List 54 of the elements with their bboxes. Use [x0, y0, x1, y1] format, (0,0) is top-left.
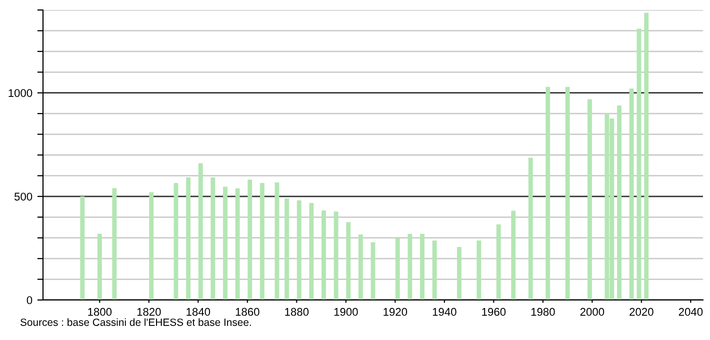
bar — [248, 180, 252, 300]
bar — [210, 177, 216, 300]
bar — [112, 188, 117, 300]
bar — [644, 12, 649, 300]
bar — [80, 196, 85, 300]
x-tick-label: 1800 — [88, 308, 112, 316]
bar — [186, 177, 191, 300]
x-tick-label: 2040 — [678, 308, 703, 316]
bar — [334, 212, 338, 300]
y-tick-label: 500 — [14, 192, 32, 201]
bar — [408, 234, 412, 300]
bar — [420, 234, 424, 300]
bar — [370, 242, 376, 300]
x-tick-label: 1900 — [334, 308, 358, 316]
bar — [565, 86, 570, 300]
bar — [588, 99, 592, 300]
bar — [511, 210, 516, 300]
x-tick-label: 2020 — [630, 308, 654, 316]
bar — [456, 246, 462, 300]
x-tick-label: 1940 — [432, 308, 456, 316]
bar — [358, 234, 363, 300]
x-tick-label: 1860 — [236, 308, 260, 316]
bar — [223, 186, 228, 300]
bar — [496, 224, 501, 300]
bar — [346, 222, 351, 300]
bar — [260, 182, 264, 300]
x-tick-label: 1920 — [384, 308, 408, 316]
y-tick-label: 1000 — [8, 89, 32, 97]
x-tick-label: 1980 — [531, 308, 555, 316]
bar — [274, 182, 280, 300]
bar — [149, 192, 154, 300]
bar — [395, 238, 400, 300]
bar — [296, 200, 302, 300]
bar — [546, 86, 550, 300]
source-note: Sources : base Cassini de l'EHESS et base Insee. — [20, 318, 251, 326]
x-tick-label: 1960 — [482, 308, 506, 316]
bar — [198, 163, 203, 300]
bar — [284, 198, 290, 300]
bar — [629, 88, 634, 300]
bar — [432, 240, 437, 300]
bar — [174, 182, 178, 300]
bar — [235, 188, 240, 300]
x-tick-label: 1840 — [186, 308, 210, 316]
bar — [476, 240, 482, 300]
x-tick-label: 1880 — [285, 308, 309, 316]
x-tick-label: 1820 — [137, 308, 161, 316]
bar — [309, 203, 314, 300]
y-tick-label: 0 — [26, 296, 32, 304]
x-tick-label: 2000 — [580, 308, 604, 316]
bar — [636, 28, 642, 300]
bar — [97, 234, 102, 300]
bar — [528, 158, 533, 300]
bar — [617, 105, 622, 300]
bar — [322, 210, 326, 300]
